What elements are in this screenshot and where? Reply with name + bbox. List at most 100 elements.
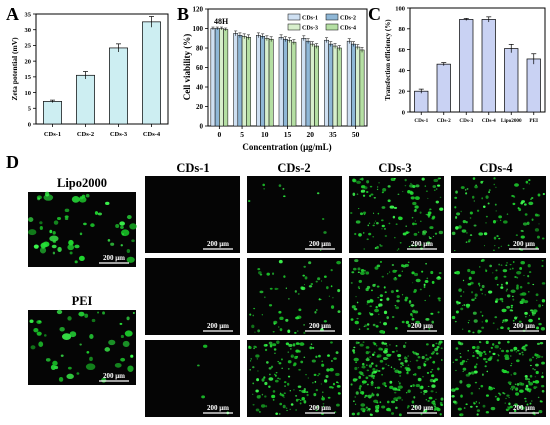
cell-signal	[29, 319, 34, 324]
cell-signal	[385, 363, 387, 365]
cell-signal	[250, 357, 253, 360]
cell-signal	[402, 190, 404, 193]
cell-signal	[496, 359, 500, 362]
cell-signal	[285, 287, 287, 289]
cell-signal	[510, 289, 516, 293]
cell-signal	[506, 213, 509, 215]
cell-signal	[498, 215, 502, 219]
cell-signal	[493, 183, 495, 186]
cell-signal	[481, 314, 484, 317]
cell-signal	[79, 343, 82, 346]
cell-signal	[472, 311, 477, 315]
bar-cds-2-15	[282, 38, 288, 127]
cell-signal	[336, 403, 340, 407]
cell-signal	[78, 255, 85, 261]
cell-signal	[474, 381, 478, 384]
cell-signal	[378, 347, 382, 351]
cell-signal	[203, 344, 208, 348]
cell-signal	[481, 197, 484, 200]
cell-signal	[480, 330, 482, 332]
cell-signal	[362, 194, 366, 197]
cell-signal	[390, 290, 394, 294]
bar-cds-3-0	[219, 28, 224, 127]
cell-signal	[85, 363, 96, 371]
cell-signal	[355, 341, 359, 345]
cell-signal	[399, 375, 402, 377]
cell-signal	[392, 387, 398, 391]
cell-signal	[471, 298, 475, 302]
cell-signal	[498, 263, 500, 266]
cell-signal	[509, 405, 513, 409]
cell-signal	[403, 344, 406, 348]
cell-signal	[395, 270, 398, 272]
cell-signal	[254, 331, 256, 333]
cell-signal	[251, 324, 255, 329]
cell-signal	[379, 294, 384, 298]
bar-cds-4	[481, 19, 496, 113]
cell-signal	[409, 360, 411, 362]
cell-signal	[528, 390, 531, 393]
cell-signal	[393, 277, 398, 281]
cell-signal	[520, 235, 525, 239]
cell-signal	[473, 200, 475, 202]
cell-signal	[462, 220, 467, 224]
cell-signal	[468, 276, 472, 280]
cell-signal	[488, 386, 491, 389]
cell-signal	[455, 369, 457, 372]
cell-signal	[320, 383, 322, 385]
cell-signal	[499, 393, 502, 396]
transfection-efficiency-chart: Transfection efficiency (%) 0 20 40 60 80 100…	[384, 5, 546, 124]
cell-signal	[290, 403, 294, 406]
cell-signal	[521, 298, 525, 302]
cell-signal	[433, 178, 439, 183]
cell-signal	[541, 384, 545, 388]
cell-signal	[279, 378, 281, 380]
cell-signal	[355, 378, 358, 381]
x-tick-label: CDs-3	[459, 118, 473, 124]
cell-signal	[266, 344, 268, 347]
bar-cds-4-15	[291, 41, 297, 127]
cell-signal	[273, 348, 277, 351]
cell-signal	[404, 178, 407, 182]
cell-signal	[542, 193, 545, 196]
cell-signal	[475, 363, 478, 366]
cell-signal	[534, 213, 538, 217]
cell-signal	[404, 185, 407, 187]
cell-signal	[440, 359, 443, 361]
cell-signal	[412, 374, 414, 376]
cell-signal	[437, 297, 441, 300]
cell-signal	[79, 232, 83, 236]
cell-signal	[528, 378, 531, 381]
cell-signal	[415, 278, 421, 283]
cell-signal	[506, 394, 510, 397]
cell-signal	[89, 356, 93, 362]
cell-signal	[411, 400, 415, 404]
cell-signal	[467, 358, 469, 360]
cell-signal	[312, 381, 314, 384]
cell-signal	[377, 186, 379, 188]
cell-signal	[294, 290, 297, 293]
cell-signal	[528, 201, 534, 206]
cell-signal	[524, 397, 527, 400]
cell-signal	[528, 179, 531, 182]
cell-signal	[301, 286, 306, 291]
cell-signal	[500, 326, 504, 330]
cell-signal	[510, 388, 512, 390]
cell-signal	[264, 348, 268, 352]
cell-signal	[470, 392, 474, 395]
panel-label-d: D	[6, 152, 19, 172]
cell-signal	[389, 380, 393, 384]
cell-signal	[525, 384, 529, 388]
cell-signal	[516, 284, 519, 288]
chart-b-xlabel: Concentration (μg/mL)	[242, 142, 331, 152]
cell-signal	[365, 358, 370, 362]
cell-signal	[432, 361, 434, 363]
x-tick-label: PEI	[529, 118, 538, 124]
cell-signal	[308, 261, 312, 265]
cell-signal	[478, 402, 480, 404]
cell-signal	[501, 349, 505, 353]
cell-signal	[357, 312, 362, 316]
cell-signal	[412, 309, 416, 314]
cell-signal	[532, 368, 535, 370]
cell-signal	[427, 197, 429, 199]
